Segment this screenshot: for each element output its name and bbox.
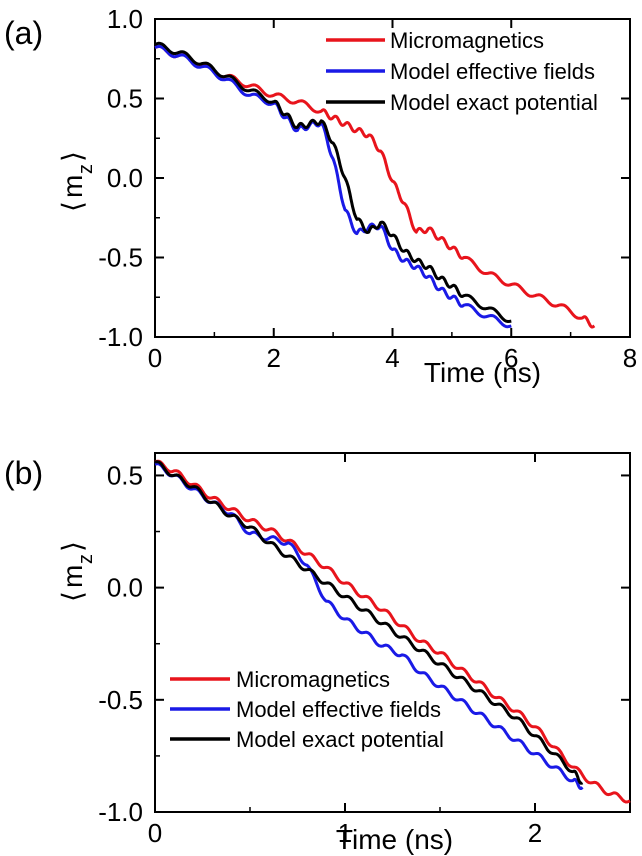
y-axis-label-base: m [57, 175, 88, 198]
y-tick-label: 0.5 [107, 84, 143, 114]
series-line-1 [154, 462, 584, 790]
y-axis-label: ⟨ mz ⟩ [57, 151, 97, 212]
y-tick-label: 1.0 [107, 4, 143, 34]
y-axis-bracket-right: ⟩ [57, 541, 88, 552]
y-axis-label: ⟨ mz ⟩ [57, 541, 97, 602]
x-axis-label: Time (ns) [336, 824, 453, 855]
y-axis-label-sub: z [75, 554, 97, 564]
plot-frame [154, 452, 631, 813]
series-line-0 [154, 459, 631, 804]
legend-entry: Micromagnetics [236, 667, 390, 692]
y-axis-bracket-right: ⟩ [57, 151, 88, 162]
series-line-2 [154, 41, 512, 323]
x-tick-label: 4 [385, 343, 399, 373]
series-line-0 [154, 45, 596, 329]
series-line-2 [154, 460, 584, 785]
legend-entry: Model effective fields [236, 697, 441, 722]
x-tick-label: 0 [148, 343, 162, 373]
panel-label: (b) [4, 455, 43, 491]
y-axis-label-base: m [57, 565, 88, 588]
x-tick-label: 0 [148, 818, 162, 848]
y-tick-label: 0.0 [107, 573, 143, 603]
y-tick-label: 0.5 [107, 460, 143, 490]
x-tick-label: 2 [267, 343, 281, 373]
y-tick-label: -1.0 [98, 322, 143, 352]
y-tick-label: -0.5 [98, 685, 143, 715]
legend-entry: Model exact potential [236, 727, 444, 752]
x-tick-label: 6 [504, 343, 518, 373]
x-tick-label: 1 [338, 818, 352, 848]
x-axis-label: Time (ns) [424, 357, 541, 388]
chart-panel-a: 0 2 4 6 8 1.0 0.5 0.0 -0.5 -1.0 Micromagnetics Mode… [4, 4, 637, 388]
y-tick-label: -0.5 [98, 243, 143, 273]
y-tick-label: -1.0 [98, 797, 143, 827]
y-tick-label: 0.0 [107, 163, 143, 193]
y-axis-bracket-left: ⟨ [57, 201, 88, 212]
y-axis-bracket-left: ⟨ [57, 591, 88, 602]
legend-entry: Micromagnetics [390, 28, 544, 53]
y-axis-label-sub: z [75, 164, 97, 174]
panel-label: (a) [4, 15, 43, 51]
legend-entry: Model exact potential [390, 90, 598, 115]
x-tick-label: 8 [623, 343, 637, 373]
x-tick-label: 2 [528, 818, 542, 848]
series-line-1 [154, 45, 512, 329]
legend-entry: Model effective fields [390, 59, 595, 84]
chart-panel-b: 0 1 2 0.5 0.0 -0.5 -1.0 Micromagnetics Model eff… [4, 452, 631, 855]
